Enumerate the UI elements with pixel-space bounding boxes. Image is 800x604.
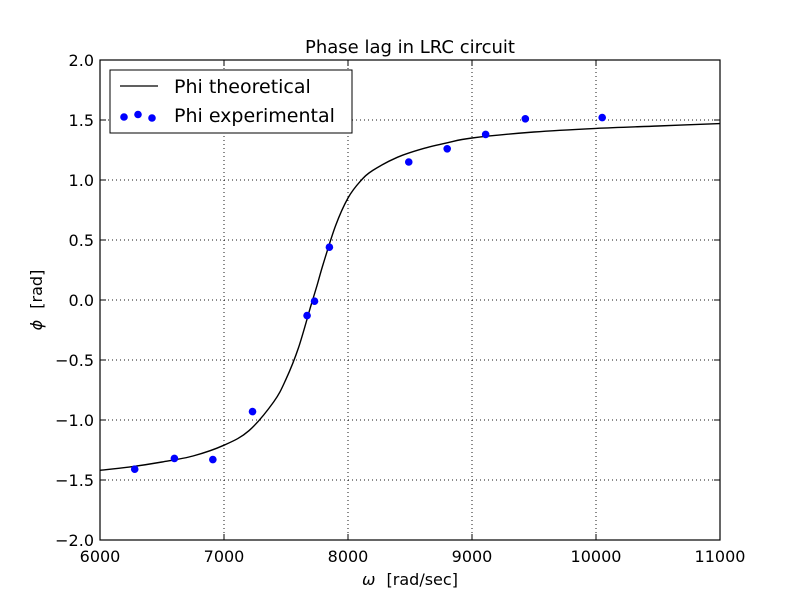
legend-marker-1 xyxy=(120,113,128,121)
x-tick-label: 11000 xyxy=(695,547,746,566)
x-tick-label: 6000 xyxy=(80,547,121,566)
grid xyxy=(100,60,720,540)
y-tick-label: 0.0 xyxy=(69,291,94,310)
y-tick-label: −0.5 xyxy=(55,351,94,370)
y-tick-label: 1.5 xyxy=(69,111,94,130)
ticks xyxy=(99,59,721,541)
y-axis-text: [rad] xyxy=(27,270,46,309)
points-layer xyxy=(130,113,606,474)
legend-label-theoretical: Phi theoretical xyxy=(174,76,311,98)
chart-title: Phase lag in LRC circuit xyxy=(305,37,515,58)
x-tick-labels: 6000 7000 8000 9000 10000 11000 xyxy=(80,547,746,566)
legend-marker-2 xyxy=(134,110,142,119)
data-point-phi-experimental xyxy=(404,158,413,166)
data-point-phi-experimental xyxy=(310,297,319,306)
data-point-phi-experimental xyxy=(325,243,334,251)
y-tick-labels: −2.0 −1.5 −1.0 −0.5 0.0 0.5 1.0 1.5 2.0 xyxy=(55,51,94,550)
y-tick-label: 1.0 xyxy=(69,171,94,190)
x-axis-symbol: ω xyxy=(362,570,375,589)
data-point-phi-experimental xyxy=(481,130,490,139)
data-point-phi-experimental xyxy=(170,454,179,463)
y-axis-label: ϕ [rad] xyxy=(27,270,46,331)
legend-box xyxy=(109,69,353,134)
x-tick-label: 9000 xyxy=(452,547,493,566)
data-point-phi-experimental xyxy=(130,465,139,474)
data-point-phi-experimental xyxy=(248,407,257,416)
y-tick-label: −1.0 xyxy=(55,411,94,430)
legend: Phi theoretical Phi experimental xyxy=(109,69,353,134)
data-point-phi-experimental xyxy=(303,311,311,320)
x-tick-label: 7000 xyxy=(204,547,245,566)
x-tick-label: 10000 xyxy=(571,547,622,566)
y-axis-symbol: ϕ xyxy=(27,319,46,330)
x-axis-text: [rad/sec] xyxy=(387,570,458,589)
y-tick-label: −1.5 xyxy=(55,471,94,490)
x-axis-label: ω [rad/sec] xyxy=(362,570,458,589)
data-point-phi-experimental xyxy=(443,145,452,153)
legend-label-experimental: Phi experimental xyxy=(174,105,335,127)
data-point-phi-experimental xyxy=(598,113,606,122)
y-tick-label: −2.0 xyxy=(55,531,94,550)
y-tick-label: 0.5 xyxy=(69,231,94,250)
data-point-phi-experimental xyxy=(521,115,530,123)
legend-marker-3 xyxy=(148,114,156,122)
data-point-phi-experimental xyxy=(209,455,217,464)
x-tick-label: 8000 xyxy=(328,547,369,566)
y-tick-label: 2.0 xyxy=(69,51,94,70)
